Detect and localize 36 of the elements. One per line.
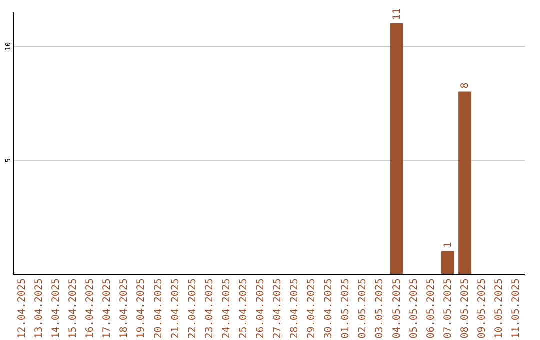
x-tick-label: 16.04.2025 <box>85 278 96 339</box>
x-tick-label: 18.04.2025 <box>119 278 130 339</box>
x-tick-label: 03.05.2025 <box>374 278 386 339</box>
bar <box>458 92 472 274</box>
x-tick-label: 11.05.2025 <box>511 278 522 339</box>
x-tick-label: 19.04.2025 <box>136 278 148 339</box>
x-tick-label: 30.04.2025 <box>324 278 335 339</box>
x-tick-label: 01.05.2025 <box>340 278 352 339</box>
x-tick-label: 14.04.2025 <box>51 278 62 339</box>
x-tick-label: 17.04.2025 <box>102 278 114 339</box>
bar <box>390 23 404 274</box>
data-label: 1 <box>442 242 454 248</box>
x-tick-label: 10.05.2025 <box>494 278 506 339</box>
x-tick-label: 05.05.2025 <box>408 278 420 339</box>
x-tick-label: 28.04.2025 <box>290 278 301 339</box>
x-tick-label: 27.04.2025 <box>272 278 284 339</box>
data-label: 8 <box>460 82 471 89</box>
x-tick-label: 29.04.2025 <box>306 278 318 339</box>
x-tick-label: 13.04.2025 <box>34 278 45 339</box>
x-tick-label: 02.05.2025 <box>358 278 369 339</box>
data-label: 11 <box>392 8 403 20</box>
x-tick-label: 23.04.2025 <box>204 278 216 339</box>
x-tick-label: 24.04.2025 <box>221 278 232 339</box>
x-tick-label: 12.04.2025 <box>16 278 28 339</box>
x-tick-label: 04.05.2025 <box>392 278 403 339</box>
x-tick-label: 06.05.2025 <box>426 278 437 339</box>
x-tick-label: 26.04.2025 <box>255 278 266 339</box>
x-tick-label: 20.04.2025 <box>153 278 164 339</box>
x-tick-label: 22.04.2025 <box>187 278 198 339</box>
x-tick-label: 15.04.2025 <box>68 278 80 339</box>
x-tick-label: 08.05.2025 <box>460 278 471 339</box>
bar <box>442 251 454 274</box>
x-tick-label: 09.05.2025 <box>476 278 488 339</box>
x-tick-label: 21.04.2025 <box>170 278 182 339</box>
x-tick-label: 07.05.2025 <box>442 278 454 339</box>
x-tick-label: 25.04.2025 <box>238 278 250 339</box>
